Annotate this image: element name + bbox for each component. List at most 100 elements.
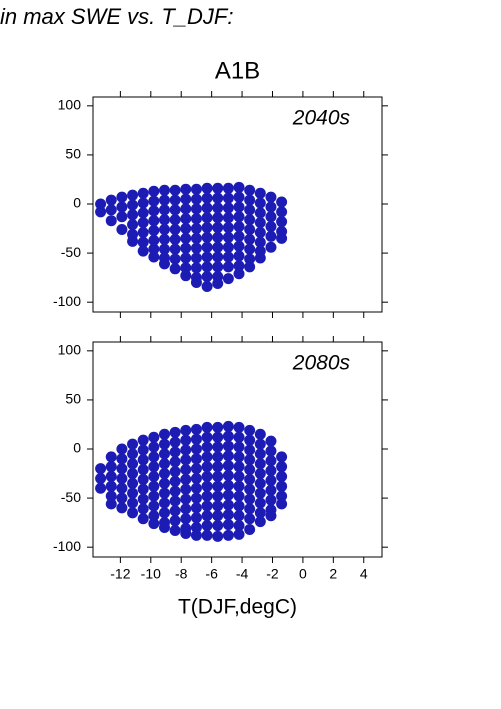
point [265, 474, 277, 486]
point [212, 222, 224, 234]
point [158, 468, 170, 480]
point [265, 241, 277, 253]
point [158, 233, 170, 245]
point [137, 236, 149, 248]
point [180, 444, 192, 456]
point [180, 464, 192, 476]
y-tick-label: -100 [53, 293, 81, 309]
point [222, 202, 234, 214]
point [127, 468, 139, 480]
point [158, 448, 170, 460]
point [180, 262, 192, 274]
point [233, 201, 245, 213]
point [244, 214, 256, 226]
point [254, 507, 266, 519]
point [201, 241, 213, 253]
point [201, 421, 213, 433]
point [265, 201, 277, 213]
point [180, 424, 192, 436]
y-tick-label: 100 [58, 342, 82, 358]
point [212, 520, 224, 532]
point [158, 428, 170, 440]
point [254, 516, 266, 528]
page-heading: in max SWE vs. T_DJF: [0, 4, 233, 29]
point [158, 458, 170, 470]
point [222, 430, 234, 442]
point [233, 520, 245, 532]
point [158, 522, 170, 534]
point [127, 448, 139, 460]
point [276, 451, 288, 463]
point [233, 500, 245, 512]
point [158, 194, 170, 206]
y-tick-label: 100 [58, 97, 82, 113]
point [169, 495, 181, 507]
point [180, 193, 192, 205]
point [190, 232, 202, 244]
point [169, 224, 181, 236]
point [105, 480, 117, 492]
point [244, 243, 256, 255]
point [158, 243, 170, 255]
point [105, 470, 117, 482]
point [169, 485, 181, 497]
point [222, 489, 234, 501]
point [212, 251, 224, 263]
point [201, 451, 213, 463]
point [190, 463, 202, 475]
point [254, 487, 266, 499]
point [222, 519, 234, 531]
point [276, 461, 288, 473]
point [105, 451, 117, 463]
point [265, 445, 277, 457]
point [233, 470, 245, 482]
point [222, 231, 234, 243]
point [254, 197, 266, 209]
point [190, 433, 202, 445]
point [116, 463, 128, 475]
point [137, 503, 149, 515]
x-tick-label: -8 [175, 566, 188, 582]
point [212, 212, 224, 224]
point [244, 524, 256, 536]
point [148, 480, 160, 492]
x-tick-label: -2 [266, 566, 279, 582]
point [180, 203, 192, 215]
point [169, 505, 181, 517]
point [254, 226, 266, 238]
point [233, 451, 245, 463]
point [148, 185, 160, 197]
point [137, 444, 149, 456]
point [95, 482, 107, 494]
point [169, 426, 181, 438]
x-tick-label: 2 [329, 566, 337, 582]
x-tick-label: -10 [141, 566, 161, 582]
point [105, 461, 117, 473]
point [148, 243, 160, 255]
point [190, 443, 202, 455]
point [254, 468, 266, 480]
point [244, 424, 256, 436]
point [180, 252, 192, 264]
point [180, 473, 192, 485]
point [95, 198, 107, 210]
point [244, 503, 256, 515]
point [201, 520, 213, 532]
point [254, 497, 266, 509]
point [201, 470, 213, 482]
point [201, 490, 213, 502]
point [169, 263, 181, 275]
point [233, 431, 245, 443]
point [244, 233, 256, 245]
point [190, 512, 202, 524]
point [190, 242, 202, 254]
point [180, 270, 192, 282]
point [169, 233, 181, 245]
point [169, 456, 181, 468]
point [233, 230, 245, 242]
point [137, 464, 149, 476]
point [201, 431, 213, 443]
point [190, 492, 202, 504]
point [201, 271, 213, 283]
point [169, 475, 181, 487]
